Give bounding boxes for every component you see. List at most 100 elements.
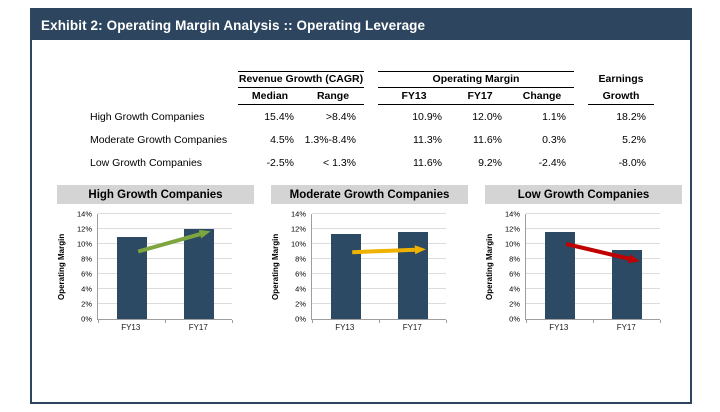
col-header-range: Range: [302, 88, 364, 105]
earnings-header-line2: Growth: [602, 89, 640, 102]
gridline: [312, 258, 446, 259]
row-label-low-growth: Low Growth Companies: [90, 157, 203, 170]
gridline: [98, 213, 232, 214]
bar-fy13: [330, 234, 361, 319]
y-axis-label: Operating Margin: [271, 233, 280, 300]
x-axis-labels: FY13 FY17: [525, 323, 660, 338]
x-tick-label: FY17: [616, 323, 636, 332]
chart-panel-moderate-growth: Moderate Growth Companies Operating Marg…: [271, 185, 468, 338]
chart-panel-high-growth: High Growth Companies Operating Margin 0…: [57, 185, 254, 338]
y-tick-label: 10%: [504, 239, 520, 249]
y-tick-label: 8%: [81, 254, 92, 264]
x-tick-mark: [98, 320, 99, 323]
x-tick-mark: [232, 320, 233, 323]
cell-low-change: -2.4%: [538, 157, 566, 170]
y-tick-label: 6%: [295, 269, 306, 279]
x-axis-labels: FY13 FY17: [97, 323, 232, 338]
y-axis-label: Operating Margin: [485, 233, 494, 300]
y-tick-label: 14%: [76, 209, 92, 219]
gridline: [312, 273, 446, 274]
y-tick-label: 10%: [76, 239, 92, 249]
x-tick-mark: [165, 320, 166, 323]
gridline: [312, 303, 446, 304]
bar-fy17: [397, 232, 428, 319]
cell-moderate-change: 0.3%: [542, 134, 566, 147]
cell-high-median: 15.4%: [264, 110, 294, 123]
exhibit-title: Exhibit 2: Operating Margin Analysis :: …: [41, 17, 426, 33]
cell-high-fy13: 10.9%: [412, 110, 442, 123]
y-tick-label: 6%: [509, 269, 520, 279]
plot-area: [97, 213, 233, 323]
y-tick-label: 8%: [509, 254, 520, 264]
group-header-operating-margin: Operating Margin: [378, 71, 574, 88]
y-tick-label: 14%: [504, 209, 520, 219]
chart-panel-low-growth: Low Growth Companies Operating Margin 0%…: [485, 185, 682, 338]
gridline: [526, 213, 660, 214]
col-header-change: Change: [510, 88, 574, 105]
x-tick-label: FY13: [549, 323, 569, 332]
gridline: [312, 213, 446, 214]
y-tick-label: 8%: [295, 254, 306, 264]
y-tick-label: 6%: [81, 269, 92, 279]
chart-title-high-growth: High Growth Companies: [57, 185, 254, 204]
col-header-fy13: FY13: [378, 88, 450, 105]
charts-row: High Growth Companies Operating Margin 0…: [57, 185, 690, 338]
exhibit-title-bar: Exhibit 2: Operating Margin Analysis :: …: [32, 10, 690, 40]
x-tick-mark: [526, 320, 527, 323]
gridline: [98, 303, 232, 304]
bar-fy17: [611, 250, 642, 319]
gridline: [312, 243, 446, 244]
y-tick-label: 0%: [509, 314, 520, 324]
x-tick-label: FY17: [402, 323, 422, 332]
cell-moderate-fy13: 11.3%: [413, 134, 442, 147]
x-tick-mark: [446, 320, 447, 323]
cell-high-earnings: 18.2%: [616, 110, 646, 123]
cell-low-median: -2.5%: [266, 157, 294, 170]
gridline: [526, 303, 660, 304]
gridline: [312, 288, 446, 289]
y-tick-label: 0%: [81, 314, 92, 324]
chart-title-moderate-growth: Moderate Growth Companies: [271, 185, 468, 204]
x-tick-mark: [593, 320, 594, 323]
y-tick-label: 2%: [295, 299, 306, 309]
bar-fy13: [116, 237, 147, 319]
gridline: [526, 288, 660, 289]
cell-high-fy17: 12.0%: [472, 110, 502, 123]
y-tick-label: 12%: [76, 224, 92, 234]
x-tick-mark: [379, 320, 380, 323]
cell-moderate-earnings: 5.2%: [622, 134, 646, 147]
gridline: [98, 288, 232, 289]
cell-moderate-median: 4.5%: [270, 134, 294, 147]
gridline: [526, 228, 660, 229]
y-axis-ticks: 0% 2% 4% 6% 8% 10% 12% 14%: [284, 210, 311, 324]
y-tick-label: 4%: [295, 284, 306, 294]
bar-chart-low-growth: Operating Margin 0% 2% 4% 6% 8% 10% 12% 14% FY1…: [485, 210, 682, 338]
y-tick-label: 4%: [81, 284, 92, 294]
y-tick-label: 4%: [509, 284, 520, 294]
earnings-header-line1: Earnings: [598, 72, 644, 85]
y-tick-label: 2%: [509, 299, 520, 309]
cell-moderate-fy17: 11.6%: [473, 134, 502, 147]
row-label-moderate-growth: Moderate Growth Companies: [90, 134, 228, 147]
cell-high-range: >8.4%: [325, 110, 356, 123]
y-tick-label: 14%: [290, 209, 306, 219]
y-tick-label: 12%: [504, 224, 520, 234]
cell-moderate-range: 1.3%-8.4%: [304, 134, 356, 147]
x-tick-label: FY17: [188, 323, 208, 332]
cell-low-earnings: -8.0%: [618, 157, 646, 170]
bar-chart-high-growth: Operating Margin 0% 2% 4% 6% 8% 10% 12% 14% FY1…: [57, 210, 254, 338]
x-tick-label: FY13: [121, 323, 141, 332]
x-tick-mark: [312, 320, 313, 323]
bar-fy17: [183, 229, 214, 319]
y-tick-label: 10%: [290, 239, 306, 249]
gridline: [526, 273, 660, 274]
cell-low-fy17: 9.2%: [478, 157, 502, 170]
group-header-earnings-growth: Earnings Growth: [588, 71, 654, 105]
gridline: [98, 228, 232, 229]
x-tick-mark: [660, 320, 661, 323]
gridline: [98, 258, 232, 259]
plot-area: [311, 213, 447, 323]
y-tick-label: 0%: [295, 314, 306, 324]
bar-chart-moderate-growth: Operating Margin 0% 2% 4% 6% 8% 10% 12% 14% FY1…: [271, 210, 468, 338]
y-axis-ticks: 0% 2% 4% 6% 8% 10% 12% 14%: [70, 210, 97, 324]
